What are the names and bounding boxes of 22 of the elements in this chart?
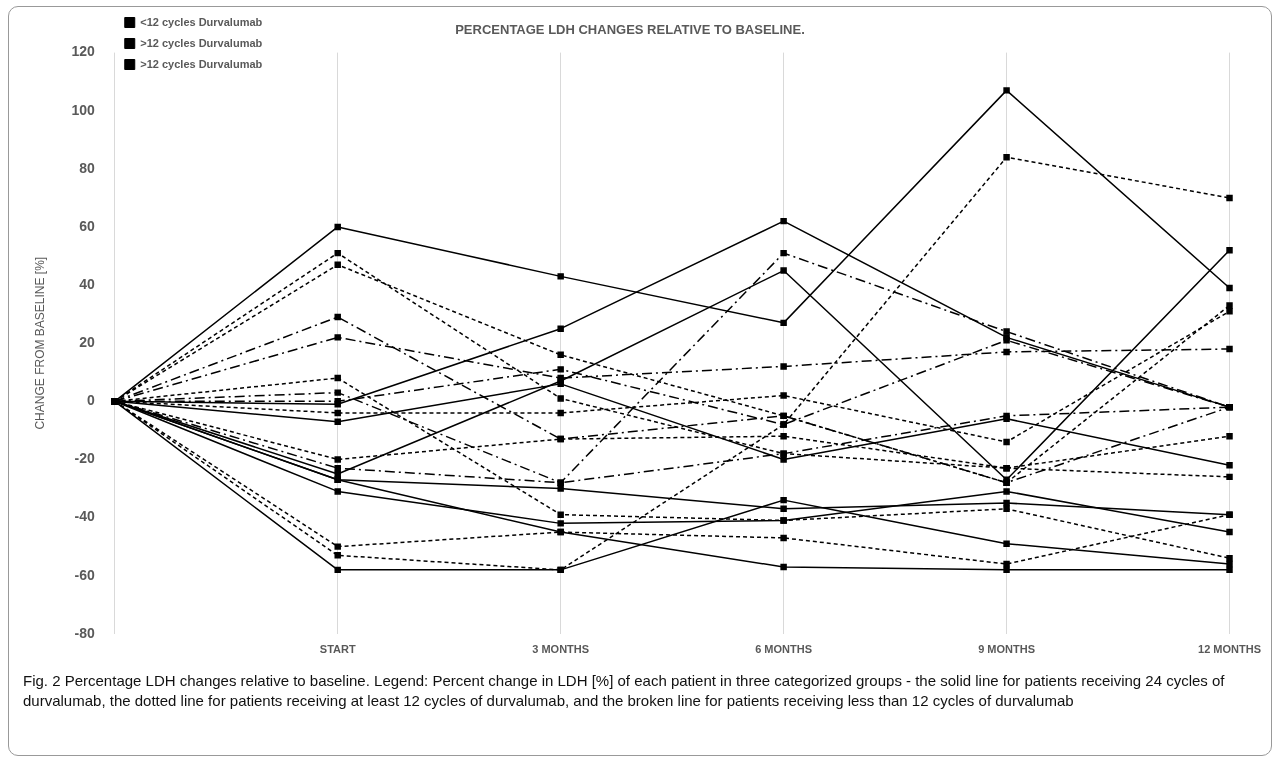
x-tick-label: 6 MONTHS xyxy=(755,643,813,656)
y-tick-label: 80 xyxy=(79,159,95,176)
legend-label: >12 cycles Durvalumab xyxy=(140,57,263,70)
x-tick-label: 12 MONTHS xyxy=(1198,643,1262,656)
legend-label: <12 cycles Durvalumab xyxy=(140,15,263,28)
y-tick-label: 40 xyxy=(79,275,95,292)
y-tick-label: -80 xyxy=(74,624,95,641)
x-tick-label: 3 MONTHS xyxy=(532,643,590,656)
y-tick-label: -20 xyxy=(74,450,95,467)
y-tick-label: 120 xyxy=(71,43,95,60)
chart-title: PERCENTAGE LDH CHANGES RELATIVE TO BASELINE. xyxy=(455,22,805,38)
x-tick-label: START xyxy=(319,643,356,656)
legend-label: >12 cycles Durvalumab xyxy=(140,36,263,49)
y-tick-label: 100 xyxy=(71,101,95,118)
y-tick-label: 20 xyxy=(79,334,95,351)
caption: Fig. 2 Percentage LDH changes relative to baseline. Legend: Percent change in LDH [%] of each patient in three categorized groups - the solid line for patients receiving 24 cycles of durvalumab, the dotted line for patients receiving at least 12 cycles of durvalumab, and the broken line for patients receiving less than 12 cycles of durvalumab xyxy=(23,671,1226,711)
x-tick-label: 9 MONTHS xyxy=(978,643,1035,656)
y-tick-label: 0 xyxy=(86,392,95,409)
y-tick-label: 60 xyxy=(79,217,95,234)
y-axis-title: CHANGE FROM BASELINE [%] xyxy=(32,256,47,430)
y-tick-label: -60 xyxy=(74,566,95,583)
y-tick-label: -40 xyxy=(74,508,95,525)
